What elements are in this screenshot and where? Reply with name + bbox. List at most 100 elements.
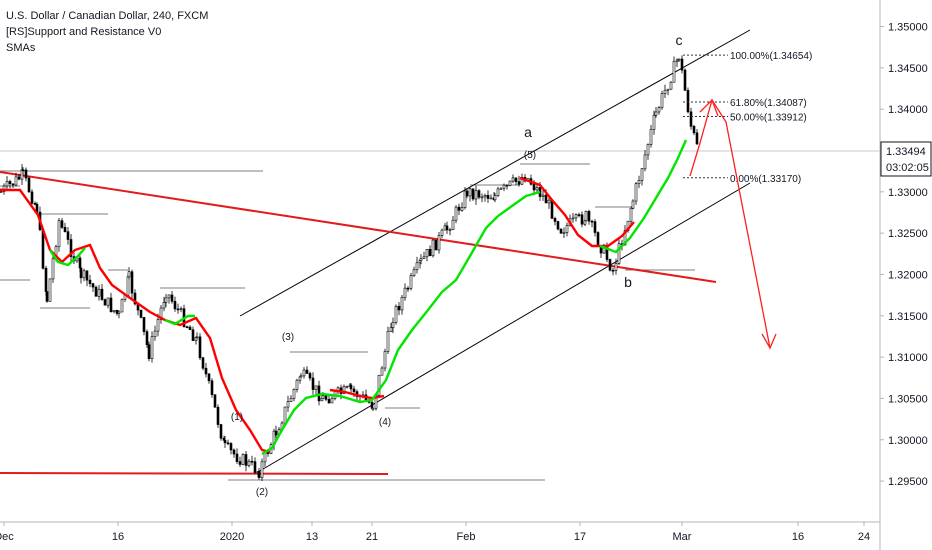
current-price-label: 1.33494: [886, 146, 926, 158]
time-tick-label: Dec: [0, 531, 14, 543]
candle-body: [250, 460, 254, 463]
candle-body: [649, 128, 653, 145]
wave-label: (5): [524, 150, 536, 161]
price-tick-label: 1.35000: [888, 22, 928, 34]
channel-upper-line: [239, 29, 751, 317]
time-tick-label: 13: [306, 531, 318, 543]
candle-body: [371, 407, 375, 410]
candle-body: [216, 406, 220, 425]
candle-body: [120, 299, 124, 313]
candle-body: [130, 271, 134, 294]
candle-body: [195, 336, 199, 339]
candle-body: [345, 386, 349, 388]
price-tick-label: 1.32000: [888, 269, 928, 281]
candle-body: [88, 279, 92, 284]
candle-body: [474, 190, 478, 200]
candle-body: [82, 270, 86, 279]
candle-body: [499, 187, 503, 190]
candle-body: [580, 214, 584, 225]
wave-label: (4): [379, 417, 391, 428]
candle-body: [198, 336, 202, 359]
candle-body: [677, 58, 681, 61]
candle-body: [156, 319, 160, 332]
candle-body: [565, 225, 569, 233]
candle-body: [238, 461, 242, 465]
candle-body: [675, 59, 679, 62]
projection-arrowhead: [761, 333, 777, 350]
candle-body: [448, 229, 452, 232]
candle-body: [380, 367, 384, 376]
candle-body: [394, 305, 398, 323]
price-tick-label: 1.34000: [888, 104, 928, 116]
candle-body: [508, 180, 512, 186]
candle-body: [226, 442, 230, 445]
red-support-line: [0, 472, 389, 475]
candle-body: [574, 214, 578, 219]
candle-body: [126, 276, 130, 296]
candle-body: [692, 126, 696, 134]
candle-body: [179, 308, 183, 311]
candle-body: [342, 386, 346, 394]
price-tick-label: 1.31500: [888, 311, 928, 323]
candle-body: [370, 401, 374, 409]
candle-body: [133, 292, 137, 305]
candle-body: [590, 220, 594, 223]
channel-lower-line: [257, 182, 751, 473]
candle-body: [91, 283, 95, 288]
candle-body: [352, 388, 356, 392]
candle-body: [611, 269, 615, 272]
candle-body: [170, 294, 174, 302]
wave-label: (1): [231, 412, 243, 423]
candle-body: [223, 440, 227, 444]
candle-body: [153, 330, 157, 338]
candle-body: [229, 443, 233, 451]
candle-body: [422, 256, 426, 259]
candle-body: [617, 243, 621, 264]
candle-body: [587, 211, 591, 222]
candle-body: [643, 154, 647, 170]
candle-body: [571, 217, 575, 220]
candle-body: [465, 190, 469, 197]
candle-body: [489, 197, 493, 200]
candle-body: [419, 258, 423, 261]
candle-body: [201, 357, 205, 369]
candle-body: [457, 206, 461, 211]
indicator-smas: SMAs: [6, 42, 36, 54]
candle-body: [593, 221, 597, 233]
candle-body: [44, 267, 48, 292]
candle-body: [274, 430, 278, 436]
candle-body: [634, 183, 638, 202]
candle-body: [150, 336, 154, 359]
candle-body: [629, 207, 633, 222]
candle-body: [286, 401, 290, 408]
candle-body: [383, 351, 387, 369]
candle-body: [320, 397, 324, 402]
candle-body: [505, 184, 509, 187]
candle-body: [207, 373, 211, 382]
candle-body: [213, 394, 217, 408]
candle-body: [695, 132, 699, 145]
sma-fast-line-left: [49, 247, 86, 267]
candle-body: [210, 380, 214, 395]
candle-body: [232, 449, 236, 455]
candle-body: [415, 262, 419, 271]
wave-label: a: [524, 124, 532, 140]
candle-body: [106, 297, 110, 306]
candle-body: [483, 195, 487, 198]
fib-level-label: 100.00%(1.34654): [730, 51, 812, 62]
candle-body: [299, 375, 303, 378]
candle-body: [314, 385, 318, 390]
candle-body: [295, 379, 299, 390]
candle-body: [204, 367, 208, 375]
candle-body: [302, 369, 306, 377]
wave-label: (2): [256, 487, 268, 498]
candle-body: [683, 69, 687, 91]
time-tick-label: 2020: [220, 531, 244, 543]
candle-body: [48, 278, 52, 302]
sma-slow-line-mid: [329, 388, 385, 400]
candle-body: [147, 344, 151, 359]
candle-body: [253, 461, 257, 473]
time-tick-label: 16: [792, 531, 804, 543]
candle-body: [109, 297, 113, 313]
